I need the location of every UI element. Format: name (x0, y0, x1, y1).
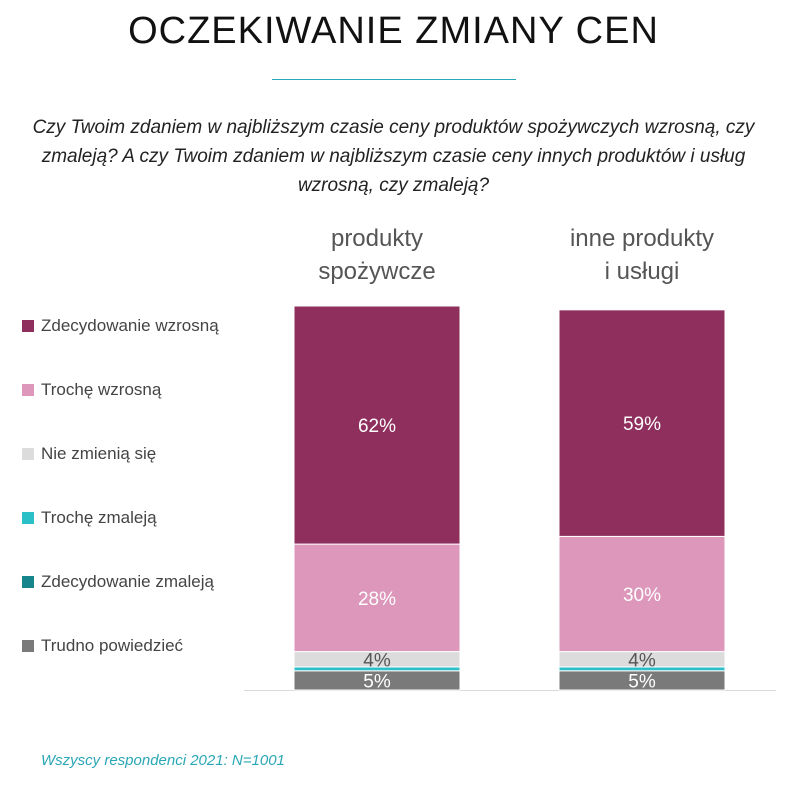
page-title: OCZEKIWANIE ZMIANY CEN (128, 10, 659, 52)
data-label: 4% (628, 650, 656, 671)
legend-label: Nie zmienią się (41, 444, 157, 463)
legend-swatch (22, 448, 34, 460)
legend-item: Zdecydowanie wzrosną (22, 314, 219, 338)
legend-label: Zdecydowanie wzrosną (41, 316, 219, 335)
legend-swatch (22, 576, 34, 588)
legend-label: Trochę wzrosną (41, 380, 162, 399)
legend-swatch (22, 512, 34, 524)
legend-swatch (22, 384, 34, 396)
bar-segment (293, 543, 461, 653)
legend-label: Trochę zmaleją (41, 508, 157, 527)
data-label: 4% (363, 650, 391, 671)
bar-segment (293, 305, 461, 545)
legend-item: Trochę zmaleją (22, 506, 157, 530)
legend-label: Zdecydowanie zmaleją (41, 572, 214, 591)
legend-item: Trochę wzrosną (22, 378, 161, 402)
sample-footnote: Wszyscy respondenci 2021: N=1001 (41, 752, 285, 769)
legend-item: Nie zmienią się (22, 442, 156, 466)
title-divider (272, 79, 516, 80)
survey-question: Czy Twoim zdaniem w najbliższym czasie c… (32, 117, 755, 196)
legend-swatch (22, 640, 34, 652)
category-label: produkty spożywcze (318, 225, 435, 285)
legend-label: Trudno powiedzieć (41, 636, 184, 655)
data-label: 59% (623, 414, 661, 435)
bar-segment (558, 535, 726, 653)
bar-segment (558, 309, 726, 537)
category-label: inne produkty i usługi (570, 225, 714, 285)
data-label: 28% (358, 589, 396, 610)
data-label: 30% (623, 585, 661, 606)
legend-item: Zdecydowanie zmaleją (22, 570, 214, 594)
legend-item: Trudno powiedzieć (22, 634, 183, 658)
legend-swatch (22, 320, 34, 332)
data-label: 5% (363, 671, 391, 692)
data-label: 5% (628, 671, 656, 692)
data-label: 62% (358, 416, 396, 437)
